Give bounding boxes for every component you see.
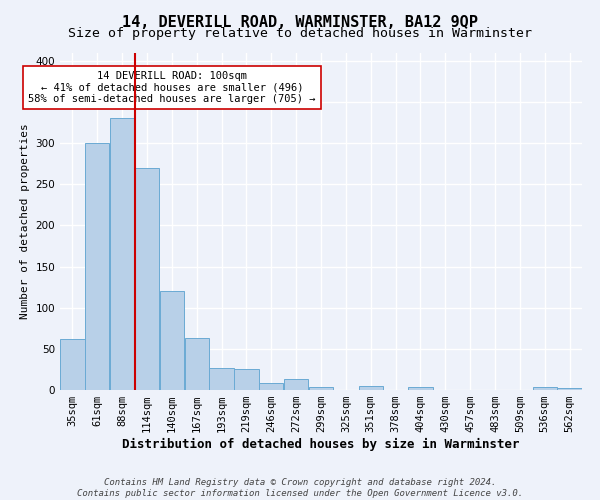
Bar	[408, 386, 433, 390]
Bar	[284, 380, 308, 390]
Bar	[259, 384, 283, 390]
Bar	[135, 168, 159, 390]
Bar	[85, 143, 109, 390]
Text: Contains HM Land Registry data © Crown copyright and database right 2024.
Contai: Contains HM Land Registry data © Crown c…	[77, 478, 523, 498]
Bar	[60, 339, 85, 390]
Text: 14 DEVERILL ROAD: 100sqm
← 41% of detached houses are smaller (496)
58% of semi-: 14 DEVERILL ROAD: 100sqm ← 41% of detach…	[28, 71, 316, 104]
Bar	[209, 368, 234, 390]
Bar	[309, 386, 333, 390]
Bar	[533, 386, 557, 390]
Bar	[234, 370, 259, 390]
Y-axis label: Number of detached properties: Number of detached properties	[20, 124, 30, 319]
Bar	[557, 388, 582, 390]
Bar	[110, 118, 134, 390]
Bar	[185, 338, 209, 390]
Text: 14, DEVERILL ROAD, WARMINSTER, BA12 9QP: 14, DEVERILL ROAD, WARMINSTER, BA12 9QP	[122, 15, 478, 30]
Text: Size of property relative to detached houses in Warminster: Size of property relative to detached ho…	[68, 28, 532, 40]
Bar	[160, 291, 184, 390]
X-axis label: Distribution of detached houses by size in Warminster: Distribution of detached houses by size …	[122, 438, 520, 451]
Bar	[359, 386, 383, 390]
